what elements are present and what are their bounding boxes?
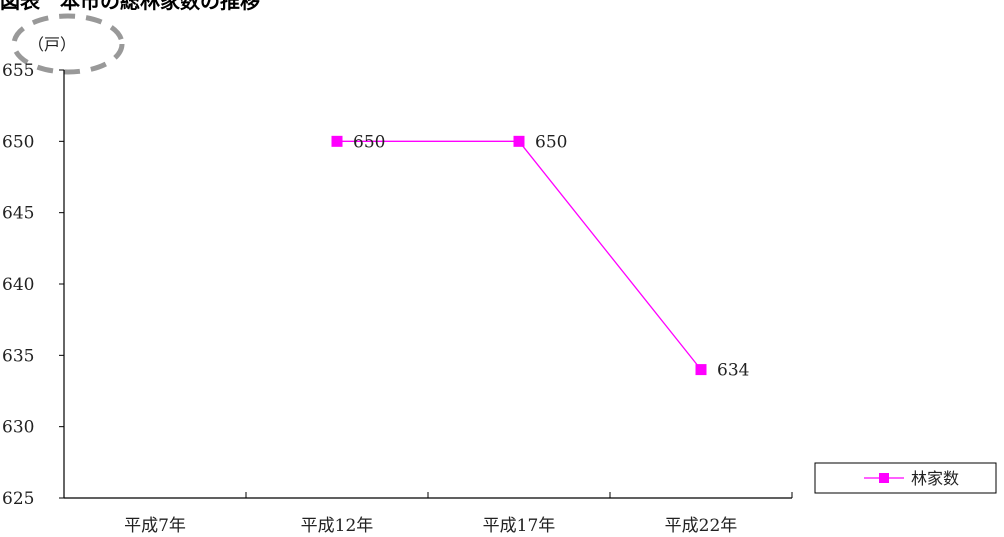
data-label: 650 [353,132,385,152]
y-tick-label: 625 [2,489,34,509]
legend-box [814,462,997,494]
x-tick-label: 平成22年 [665,516,738,536]
unit-highlight-ellipse [11,13,125,75]
x-axis-ticks: 平成7年 平成12年 平成17年 平成22年 [63,492,793,536]
data-point-square-marker [695,364,707,376]
y-tick-label: 630 [2,418,34,438]
data-labels: 650 650 634 [353,132,749,380]
data-label: 650 [535,132,567,152]
data-label: 634 [717,361,749,381]
y-tick-label: 655 [2,61,34,81]
data-point-square-marker [331,135,343,147]
y-tick-label: 645 [2,204,34,224]
legend: 林家数 [814,462,997,494]
axes [63,70,792,499]
x-tick-label: 平成7年 [124,516,186,536]
y-tick-label: 635 [2,346,34,366]
data-point-square-marker [513,135,525,147]
legend-label: 林家数 [911,469,959,488]
chart-title: 図表 本市の総林家数の推移 [0,0,260,13]
y-tick-label: 650 [2,132,34,152]
x-tick-label: 平成17年 [483,516,556,536]
y-axis-unit-label: （戸） [28,35,76,54]
legend-square-marker-icon [879,473,889,483]
x-tick-label: 平成12年 [301,516,374,536]
series-line [337,140,702,371]
y-tick-label: 640 [2,275,34,295]
y-axis-ticks: 625 630 635 640 645 650 655 [2,61,64,509]
series-林家数 [331,135,707,376]
